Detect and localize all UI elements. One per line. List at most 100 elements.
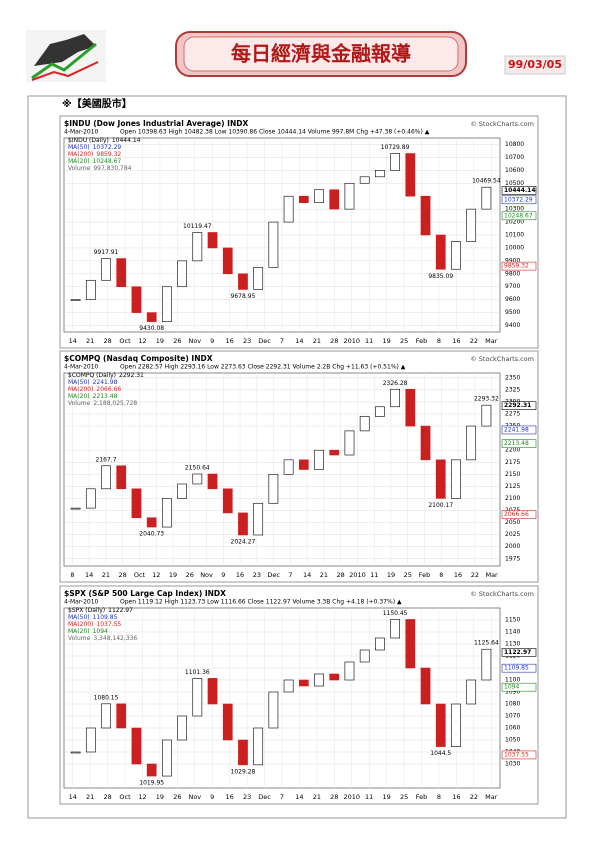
candle bbox=[435, 234, 446, 270]
x-tick-label: 8 bbox=[437, 337, 441, 345]
candle bbox=[207, 473, 218, 490]
y-tick-label: 10800 bbox=[505, 141, 524, 148]
price-box bbox=[501, 211, 537, 221]
legend-label: MA(200) bbox=[68, 151, 93, 158]
x-tick-label: 22 bbox=[470, 793, 478, 801]
annotation: 1101.36 bbox=[185, 669, 210, 676]
candle bbox=[375, 170, 385, 178]
page-title: 每日經濟與金融報導 bbox=[231, 42, 411, 66]
annotation: 10729.89 bbox=[381, 144, 410, 151]
y-tick-label: 2275 bbox=[505, 411, 520, 418]
y-tick-label: 9800 bbox=[505, 270, 520, 277]
candle bbox=[146, 312, 157, 322]
candle bbox=[283, 679, 294, 693]
x-tick-label: 19 bbox=[156, 793, 164, 801]
x-tick-label: Oct bbox=[134, 571, 146, 579]
x-tick-label: Nov bbox=[188, 337, 201, 345]
price-box bbox=[501, 750, 537, 760]
y-tick-label: 1140 bbox=[505, 629, 520, 636]
y-tick-label: 1975 bbox=[505, 555, 520, 562]
legend-value: 2,188,025,728 bbox=[93, 400, 137, 407]
y-tick-label: 2125 bbox=[505, 483, 520, 490]
chart-date: 4-Mar-2010 bbox=[64, 364, 99, 371]
chart-info: Open 2282.57 High 2293.16 Low 2273.63 Cl… bbox=[120, 364, 406, 371]
candle bbox=[162, 739, 172, 777]
legend-label: $INDU (Daily) bbox=[68, 137, 109, 144]
candle bbox=[70, 299, 81, 301]
x-tick-label: 21 bbox=[313, 337, 321, 345]
x-tick-label: 25 bbox=[404, 571, 412, 579]
legend-value: 9859.32 bbox=[96, 151, 121, 158]
candle bbox=[146, 763, 157, 777]
price-box bbox=[501, 261, 537, 271]
candle bbox=[116, 703, 127, 729]
annotation: 9678.95 bbox=[231, 293, 256, 300]
x-tick-label: Dec bbox=[267, 571, 280, 579]
x-tick-label: 28 bbox=[119, 571, 127, 579]
report-date: 99/03/05 bbox=[508, 58, 562, 71]
candle bbox=[420, 425, 431, 461]
chart-title: $SPX (S&P 500 Large Cap Index) INDX bbox=[64, 589, 226, 598]
candle bbox=[359, 176, 370, 184]
candle bbox=[298, 679, 309, 687]
candle bbox=[222, 488, 233, 514]
legend-value: 2292.31 bbox=[119, 372, 144, 379]
candle bbox=[344, 661, 355, 681]
legend-label: MA(200) bbox=[68, 621, 93, 628]
x-tick-label: Mar bbox=[485, 571, 498, 579]
x-tick-label: 14 bbox=[85, 571, 93, 579]
x-tick-label: 21 bbox=[313, 793, 321, 801]
x-tick-label: 21 bbox=[320, 571, 328, 579]
candle bbox=[101, 465, 111, 490]
legend-item: MA(20) 1094 bbox=[68, 628, 108, 635]
legend-label: MA(50) bbox=[68, 379, 90, 386]
candle bbox=[70, 751, 81, 754]
candle bbox=[177, 260, 187, 288]
x-tick-label: 7 bbox=[280, 793, 284, 801]
x-tick-label: 21 bbox=[86, 793, 94, 801]
candle bbox=[70, 507, 81, 510]
candle bbox=[85, 279, 96, 300]
y-tick-label: 9500 bbox=[505, 309, 520, 316]
y-tick-label: 1050 bbox=[505, 737, 520, 744]
x-tick-label: 14 bbox=[69, 793, 77, 801]
legend-item: Volume 2,188,025,728 bbox=[68, 400, 137, 407]
candle bbox=[344, 430, 355, 456]
annotation: 10119.47 bbox=[183, 223, 212, 230]
y-tick-label: 1090 bbox=[505, 689, 520, 696]
y-tick-label: 9600 bbox=[505, 296, 520, 303]
x-tick-label: 19 bbox=[382, 337, 390, 345]
candle bbox=[390, 619, 400, 639]
y-tick-label: 2200 bbox=[505, 447, 520, 454]
annotation: 1080.15 bbox=[94, 694, 119, 701]
candle bbox=[451, 703, 461, 747]
price-box bbox=[501, 663, 537, 673]
candle bbox=[207, 232, 218, 249]
legend-value: 10372.29 bbox=[93, 144, 122, 151]
candle bbox=[192, 232, 203, 262]
legend-label: Volume bbox=[68, 635, 91, 642]
candle bbox=[466, 208, 477, 242]
logo bbox=[26, 30, 106, 82]
y-tick-label: 1130 bbox=[505, 641, 520, 648]
price-box bbox=[501, 439, 537, 448]
candle bbox=[116, 258, 127, 288]
candle bbox=[314, 673, 324, 687]
y-tick-label: 2175 bbox=[505, 459, 520, 466]
candle bbox=[420, 195, 431, 236]
price-box-label: 2241.98 bbox=[504, 426, 529, 433]
candle bbox=[222, 703, 233, 741]
candle bbox=[238, 739, 248, 766]
candle bbox=[481, 648, 492, 681]
annotation: 1019.95 bbox=[139, 780, 164, 787]
x-tick-label: 12 bbox=[138, 337, 146, 345]
legend-value: 1122.97 bbox=[108, 607, 133, 614]
y-tick-label: 1080 bbox=[505, 701, 520, 708]
x-tick-label: 11 bbox=[370, 571, 378, 579]
candle bbox=[466, 679, 477, 705]
candle bbox=[466, 425, 477, 461]
legend-item: MA(20) 10248.67 bbox=[68, 158, 121, 165]
x-tick-label: 16 bbox=[452, 793, 460, 801]
x-tick-label: 14 bbox=[295, 793, 303, 801]
x-tick-label: 2010 bbox=[349, 571, 366, 579]
